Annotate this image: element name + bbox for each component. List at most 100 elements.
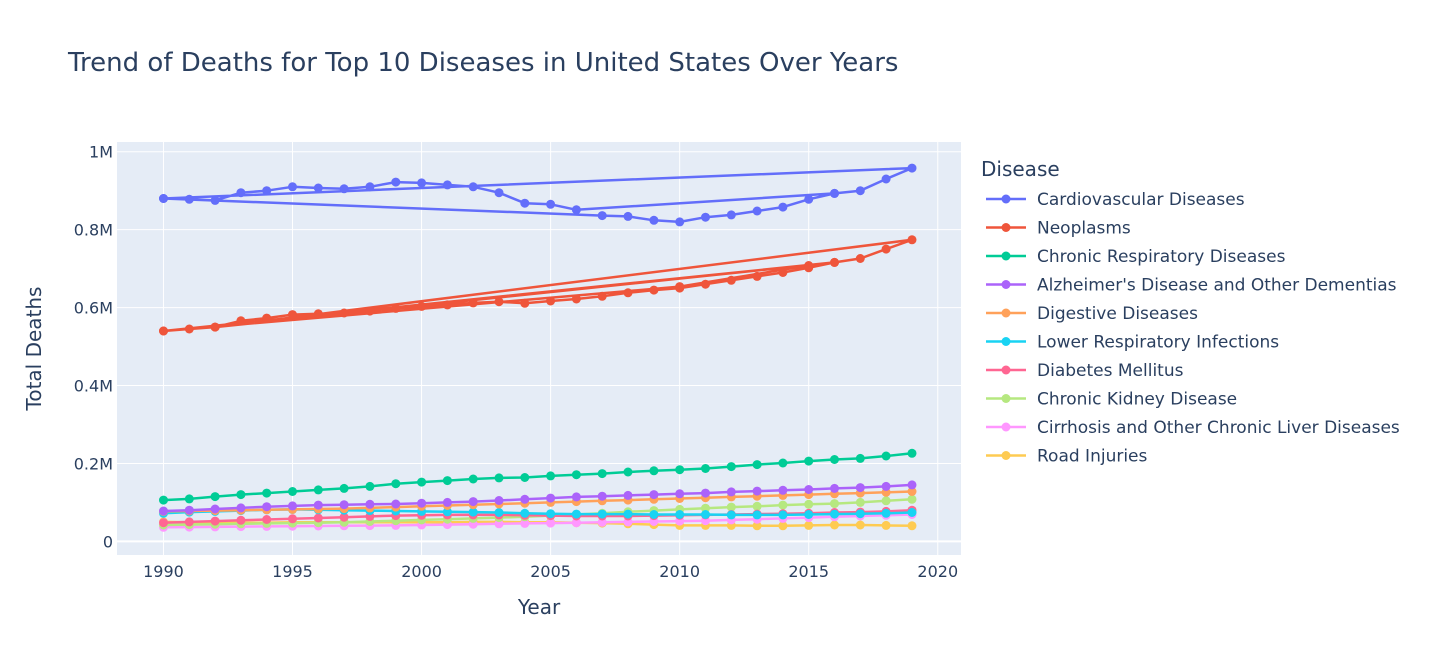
legend-item[interactable]: Cardiovascular Diseases bbox=[986, 190, 1245, 210]
data-point bbox=[494, 297, 504, 307]
data-point bbox=[313, 309, 323, 319]
data-point bbox=[313, 513, 323, 523]
y-tick-label: 0.4M bbox=[74, 377, 113, 396]
series-1 bbox=[159, 235, 917, 336]
data-point bbox=[442, 476, 452, 486]
data-point bbox=[571, 294, 581, 304]
data-point bbox=[236, 490, 246, 500]
series-0 bbox=[159, 163, 917, 227]
data-point bbox=[313, 500, 323, 510]
data-point bbox=[159, 194, 168, 203]
data-point bbox=[726, 502, 736, 512]
data-point bbox=[339, 308, 349, 318]
data-point bbox=[494, 508, 504, 517]
data-point bbox=[365, 306, 375, 316]
data-point bbox=[546, 518, 556, 528]
data-point bbox=[830, 257, 839, 267]
data-point bbox=[468, 474, 478, 484]
legend-item[interactable]: Cirrhosis and Other Chronic Liver Diseas… bbox=[986, 418, 1400, 438]
data-point bbox=[494, 188, 504, 198]
data-point bbox=[159, 518, 168, 528]
series-3 bbox=[159, 480, 917, 516]
data-point bbox=[159, 326, 168, 336]
data-point bbox=[546, 493, 556, 503]
data-point bbox=[365, 182, 375, 192]
data-point bbox=[752, 486, 762, 496]
x-tick-label: 1990 bbox=[143, 562, 184, 581]
data-point bbox=[184, 517, 194, 527]
data-point bbox=[907, 235, 917, 245]
data-point bbox=[778, 485, 788, 495]
data-point bbox=[262, 515, 272, 524]
data-point bbox=[262, 186, 272, 196]
y-tick-label: 1M bbox=[89, 143, 113, 162]
data-point bbox=[288, 501, 297, 511]
data-point bbox=[571, 518, 581, 528]
data-point bbox=[520, 508, 530, 518]
y-axis-ticks: 0 0.2M 0.4M 0.6M 0.8M 1M bbox=[74, 143, 113, 552]
data-point bbox=[159, 506, 168, 516]
data-point bbox=[623, 288, 633, 298]
data-point bbox=[288, 182, 297, 192]
data-point bbox=[701, 212, 710, 222]
legend-item[interactable]: Neoplasms bbox=[986, 219, 1131, 239]
legend-item[interactable]: Alzheimer's Disease and Other Dementias bbox=[986, 276, 1397, 296]
data-point bbox=[907, 494, 917, 504]
data-point bbox=[855, 483, 865, 493]
data-point bbox=[597, 291, 607, 301]
legend-marker bbox=[1001, 337, 1011, 346]
data-point bbox=[778, 202, 788, 212]
data-point bbox=[571, 470, 581, 480]
legend-item[interactable]: Lower Respiratory Infections bbox=[986, 333, 1279, 353]
legend-label: Cirrhosis and Other Chronic Liver Diseas… bbox=[1037, 418, 1400, 438]
legend-marker bbox=[1001, 280, 1011, 289]
legend-label: Road Injuries bbox=[1037, 447, 1148, 467]
data-point bbox=[184, 194, 194, 204]
data-point bbox=[804, 499, 814, 509]
data-point bbox=[778, 500, 788, 510]
data-point bbox=[159, 495, 168, 505]
legend-item[interactable]: Road Injuries bbox=[986, 447, 1148, 467]
x-tick-label: 2000 bbox=[401, 562, 442, 581]
data-point bbox=[210, 492, 220, 502]
data-point bbox=[752, 501, 762, 511]
x-tick-label: 1995 bbox=[272, 562, 313, 581]
data-point bbox=[597, 211, 607, 221]
data-point bbox=[726, 210, 736, 220]
data-point bbox=[546, 471, 556, 481]
data-point bbox=[752, 521, 762, 531]
data-point bbox=[907, 448, 917, 458]
y-tick-label: 0.8M bbox=[74, 221, 113, 240]
legend-item[interactable]: Digestive Diseases bbox=[986, 304, 1198, 324]
data-point bbox=[391, 479, 401, 489]
data-point bbox=[726, 487, 736, 497]
data-point bbox=[752, 510, 762, 520]
legend-item[interactable]: Diabetes Mellitus bbox=[986, 361, 1184, 381]
data-point bbox=[520, 518, 530, 528]
legend-item[interactable]: Chronic Kidney Disease bbox=[986, 390, 1237, 410]
legend-item[interactable]: Chronic Respiratory Diseases bbox=[986, 247, 1286, 267]
data-point bbox=[855, 509, 865, 519]
legend-label: Neoplasms bbox=[1037, 219, 1131, 239]
data-point bbox=[520, 298, 530, 308]
data-point bbox=[288, 487, 297, 496]
data-point bbox=[520, 494, 530, 504]
data-point bbox=[907, 487, 917, 496]
data-point bbox=[907, 521, 917, 531]
data-point bbox=[752, 460, 762, 470]
legend-marker bbox=[1001, 365, 1011, 375]
data-point bbox=[881, 496, 891, 506]
data-point bbox=[752, 206, 762, 216]
data-point bbox=[236, 503, 246, 513]
data-point bbox=[520, 473, 530, 482]
data-point bbox=[675, 489, 685, 499]
data-point bbox=[649, 215, 659, 225]
data-point bbox=[907, 163, 917, 173]
data-point bbox=[623, 467, 633, 477]
data-point bbox=[442, 300, 452, 310]
legend-marker bbox=[1001, 451, 1011, 460]
legend-marker bbox=[1001, 251, 1011, 261]
legend-title: Disease bbox=[981, 157, 1060, 181]
data-point bbox=[468, 497, 478, 507]
